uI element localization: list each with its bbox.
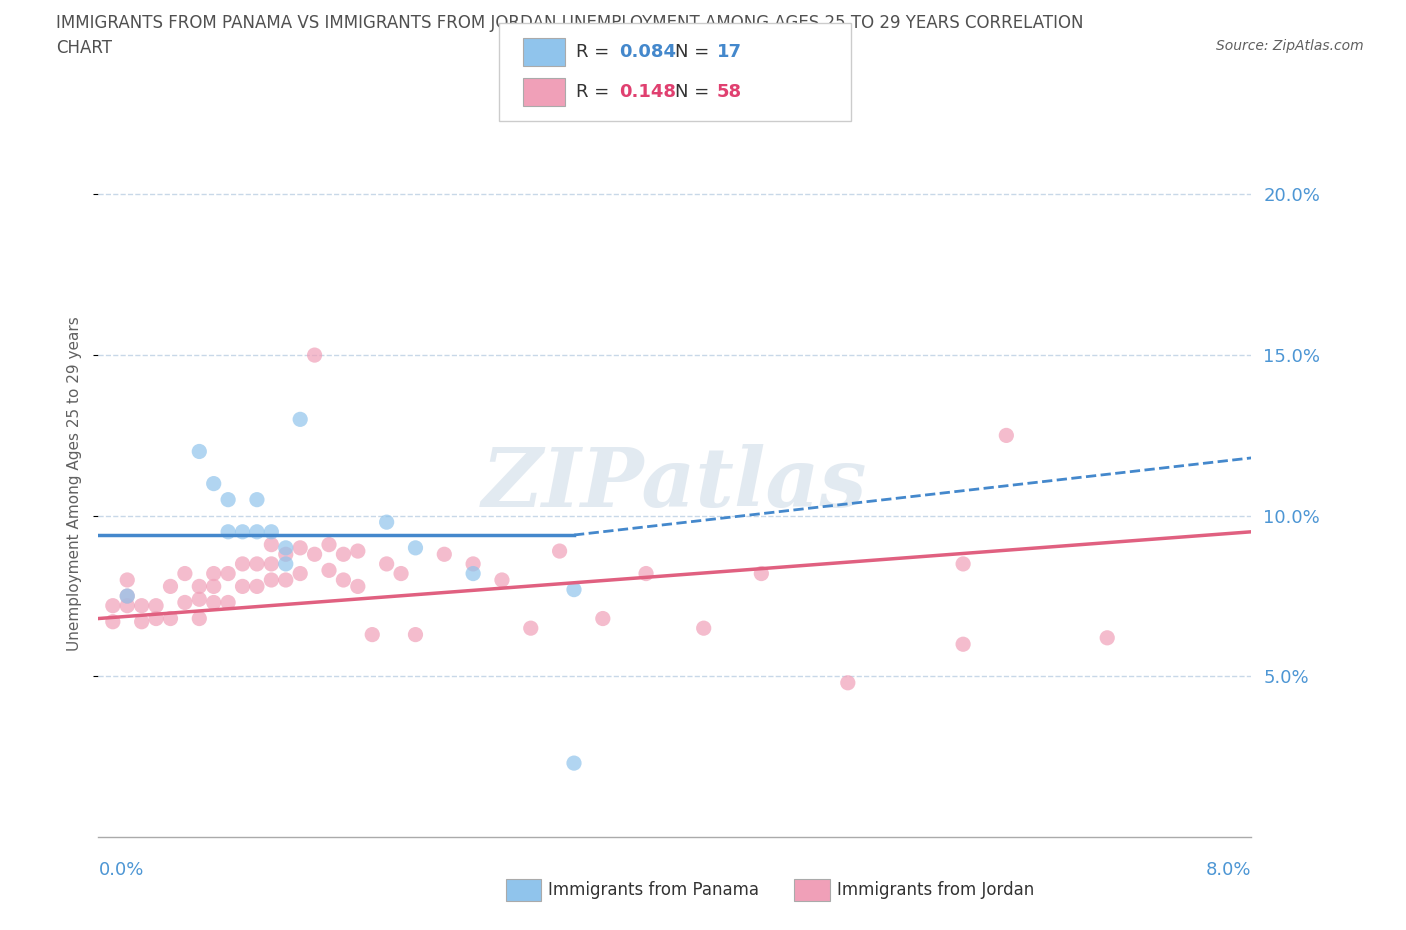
- Text: N =: N =: [675, 84, 709, 101]
- Point: [433, 547, 456, 562]
- Point: [217, 566, 239, 581]
- Point: [361, 627, 384, 642]
- Point: [375, 556, 398, 571]
- Text: R =: R =: [576, 84, 610, 101]
- Point: [246, 525, 269, 539]
- Point: [375, 514, 398, 529]
- Point: [117, 598, 139, 613]
- Point: [145, 611, 167, 626]
- Text: Immigrants from Jordan: Immigrants from Jordan: [837, 881, 1033, 899]
- Text: 58: 58: [717, 84, 742, 101]
- Point: [174, 566, 197, 581]
- Point: [332, 547, 354, 562]
- Text: 0.0%: 0.0%: [98, 860, 143, 879]
- Point: [562, 582, 585, 597]
- Point: [952, 556, 974, 571]
- Point: [202, 595, 225, 610]
- Point: [260, 538, 283, 552]
- Text: 17: 17: [717, 43, 742, 60]
- Point: [159, 579, 181, 594]
- Point: [274, 547, 297, 562]
- Point: [246, 492, 269, 507]
- Point: [260, 573, 283, 588]
- Point: [217, 595, 239, 610]
- Point: [246, 579, 269, 594]
- Point: [290, 566, 312, 581]
- Point: [548, 544, 571, 559]
- Point: [520, 620, 543, 635]
- Point: [304, 348, 326, 363]
- Point: [260, 525, 283, 539]
- Point: [217, 525, 239, 539]
- Point: [202, 476, 225, 491]
- Text: R =: R =: [576, 43, 610, 60]
- Point: [461, 566, 484, 581]
- Text: CHART: CHART: [56, 39, 112, 57]
- Point: [304, 547, 326, 562]
- Point: [592, 611, 614, 626]
- Point: [751, 566, 773, 581]
- Text: N =: N =: [675, 43, 709, 60]
- Point: [405, 627, 427, 642]
- Point: [188, 591, 211, 606]
- Point: [117, 573, 139, 588]
- Point: [260, 556, 283, 571]
- Point: [188, 611, 211, 626]
- Point: [131, 598, 153, 613]
- Point: [274, 556, 297, 571]
- Text: Source: ZipAtlas.com: Source: ZipAtlas.com: [1216, 39, 1364, 53]
- Point: [562, 756, 585, 771]
- Point: [217, 492, 239, 507]
- Point: [491, 573, 513, 588]
- Point: [290, 540, 312, 555]
- Point: [231, 579, 254, 594]
- Point: [693, 620, 716, 635]
- Text: Immigrants from Panama: Immigrants from Panama: [548, 881, 759, 899]
- Point: [952, 637, 974, 652]
- Y-axis label: Unemployment Among Ages 25 to 29 years: Unemployment Among Ages 25 to 29 years: [67, 316, 83, 651]
- Point: [332, 573, 354, 588]
- Point: [389, 566, 412, 581]
- Text: 0.148: 0.148: [619, 84, 676, 101]
- Point: [461, 556, 484, 571]
- Point: [318, 538, 340, 552]
- Text: 0.084: 0.084: [619, 43, 676, 60]
- Point: [1097, 631, 1119, 645]
- Point: [117, 589, 139, 604]
- Point: [101, 598, 124, 613]
- Point: [131, 615, 153, 630]
- Text: 8.0%: 8.0%: [1206, 860, 1251, 879]
- Point: [101, 615, 124, 630]
- Point: [145, 598, 167, 613]
- Point: [346, 579, 368, 594]
- Point: [202, 566, 225, 581]
- Point: [231, 556, 254, 571]
- Point: [346, 544, 368, 559]
- Point: [202, 579, 225, 594]
- Point: [290, 412, 312, 427]
- Text: ZIPatlas: ZIPatlas: [482, 444, 868, 524]
- Point: [188, 444, 211, 458]
- Point: [188, 579, 211, 594]
- Point: [318, 563, 340, 578]
- Point: [117, 589, 139, 604]
- Point: [274, 573, 297, 588]
- Point: [636, 566, 658, 581]
- Point: [837, 675, 859, 690]
- Point: [405, 540, 427, 555]
- Point: [995, 428, 1018, 443]
- Point: [159, 611, 181, 626]
- Text: IMMIGRANTS FROM PANAMA VS IMMIGRANTS FROM JORDAN UNEMPLOYMENT AMONG AGES 25 TO 2: IMMIGRANTS FROM PANAMA VS IMMIGRANTS FRO…: [56, 14, 1084, 32]
- Point: [174, 595, 197, 610]
- Point: [231, 525, 254, 539]
- Point: [274, 540, 297, 555]
- Point: [246, 556, 269, 571]
